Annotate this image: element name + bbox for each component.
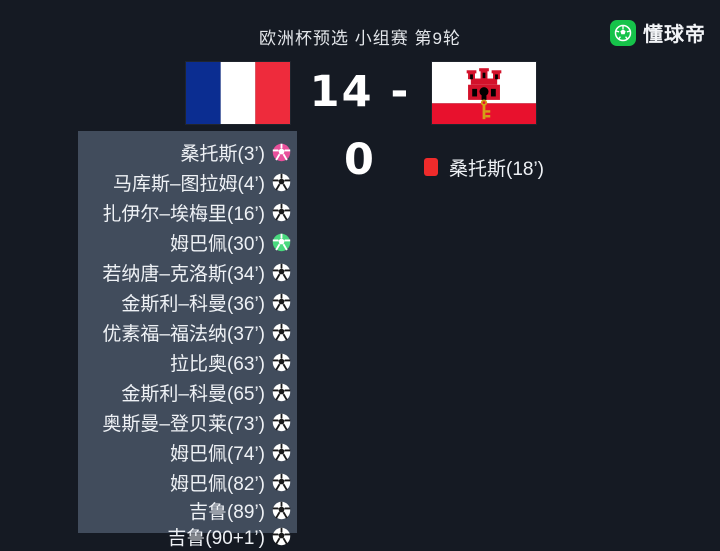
home-scorer-row: 优素福–福法纳(37’) (78, 317, 297, 347)
goal-ball-icon (272, 203, 291, 222)
home-scorer-row: 若纳唐–克洛斯(34’) (78, 257, 297, 287)
goal-ball-icon (272, 413, 291, 432)
home-scorer-label: 吉鲁(89’) (188, 501, 265, 523)
home-scorer-row: 拉比奥(63’) (78, 347, 297, 377)
home-scorer-label: 若纳唐–克洛斯(34’) (102, 263, 265, 285)
home-scorer-row: 吉鲁(89’) (78, 497, 297, 523)
home-scorer-label: 金斯利–科曼(65’) (121, 383, 265, 405)
goal-ball-icon (272, 443, 291, 462)
home-scorer-label: 扎伊尔–埃梅里(16’) (102, 203, 265, 225)
home-scorer-row: 金斯利–科曼(36’) (78, 287, 297, 317)
goal-ball-icon (272, 173, 291, 192)
home-scorer-label: 马库斯–图拉姆(4’) (112, 173, 265, 195)
home-scorer-label: 优素福–福法纳(37’) (102, 323, 265, 345)
home-scorer-row: 桑托斯(3’) (78, 137, 297, 167)
goal-ball-icon (272, 501, 291, 520)
home-scorer-label: 奥斯曼–登贝莱(73’) (102, 413, 265, 435)
home-scorer-row: 吉鲁(90+1’) (78, 523, 297, 549)
away-events-list: 桑托斯(18’) (424, 152, 704, 182)
gibraltar-flag (432, 62, 536, 124)
red-card-icon (424, 158, 438, 176)
home-scorers-panel (78, 131, 297, 533)
goal-ball-icon (272, 527, 291, 546)
score-value: 14 - 0 (309, 67, 411, 185)
goal-ball-icon (272, 353, 291, 372)
goal-ball-icon (272, 293, 291, 312)
goal-ball-icon (272, 383, 291, 402)
home-scorer-label: 姆巴佩(82’) (169, 473, 265, 495)
header-bar: 欧洲杯预选 小组赛 第9轮 懂球帝 (0, 0, 720, 56)
france-flag (186, 62, 290, 124)
home-scorer-label: 姆巴佩(30’) (169, 233, 265, 255)
penalty-goal-ball-icon (272, 233, 291, 252)
goal-ball-icon (272, 323, 291, 342)
home-scorer-label: 拉比奥(63’) (169, 353, 265, 375)
home-scorers-list: 桑托斯(3’) 马库斯–图拉姆(4’) 扎伊尔–埃梅里(16’) 姆巴佩(30’) 若纳… (78, 131, 297, 549)
home-scorer-label: 吉鲁(90+1’) (167, 527, 265, 549)
goal-ball-icon (272, 473, 291, 492)
home-scorer-row: 姆巴佩(82’) (78, 467, 297, 497)
page-title: 欧洲杯预选 小组赛 第9轮 (259, 29, 461, 48)
away-event-row: 桑托斯(18’) (424, 152, 704, 182)
own-goal-ball-icon (272, 143, 291, 162)
home-scorer-row: 姆巴佩(30’) (78, 227, 297, 257)
home-scorer-row: 奥斯曼–登贝莱(73’) (78, 407, 297, 437)
soccer-ball-icon (610, 19, 636, 46)
home-scorer-row: 马库斯–图拉姆(4’) (78, 167, 297, 197)
home-scorer-row: 姆巴佩(74’) (78, 437, 297, 467)
home-scorer-label: 桑托斯(3’) (180, 143, 265, 165)
goal-ball-icon (272, 263, 291, 282)
home-scorer-label: 姆巴佩(74’) (169, 443, 265, 465)
brand-logo[interactable]: 懂球帝 (610, 18, 706, 47)
away-event-label: 桑托斯(18’) (449, 158, 545, 180)
home-scorer-label: 金斯利–科曼(36’) (121, 293, 265, 315)
brand-name: 懂球帝 (643, 24, 706, 46)
home-scorer-row: 扎伊尔–埃梅里(16’) (78, 197, 297, 227)
score-row: 14 - 0 (0, 58, 720, 185)
home-scorer-row: 金斯利–科曼(65’) (78, 377, 297, 407)
